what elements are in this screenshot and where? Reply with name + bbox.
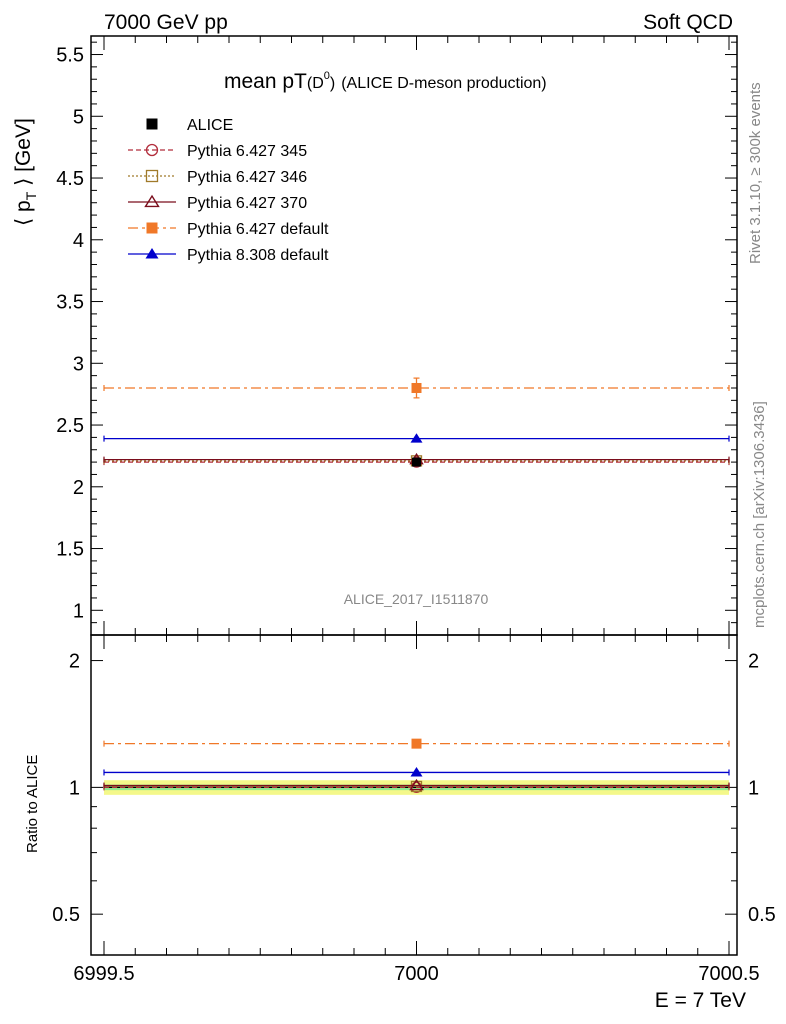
main-series [103,377,730,468]
ratio-y-tick-label-right: 2 [748,651,759,673]
legend-marker-pdef [146,222,158,234]
plot-title-main: mean pT [224,70,307,93]
legend-marker-p370 [144,194,160,208]
plot-title-close: ) [330,75,335,92]
ratio-y-tick-label-right: 1 [748,777,759,799]
main-y-tick-label: 4.5 [56,168,84,190]
legend: ALICE Pythia 6.427 345 Pythia 6.427 346 Pyt… [128,117,329,264]
plot-title: mean pT(D0) (ALICE D-meson production) [224,70,547,93]
ratio-y-tick-label-right: 0.5 [748,904,776,926]
legend-label-alice: ALICE [187,117,233,134]
legend-marker-p346 [145,169,159,183]
x-tick-label: 7000.5 [698,963,759,985]
main-ylabel-sub: T [23,191,39,200]
main-y-tick-label: 3.5 [56,292,84,314]
header-left: 7000 GeV pp [104,11,228,34]
x-axis-label: E = 7 TeV [655,989,746,1012]
legend-marker-p8 [145,248,159,259]
rivet-label: Rivet 3.1.10, ≥ 300k events [747,82,764,264]
legend-label-p345: Pythia 6.427 345 [187,143,307,160]
ratio-y-tick-label-left: 2 [69,651,80,673]
main-ylabel: ⟨ pT ⟩ [GeV] [12,118,39,226]
main-y-tick-label: 1.5 [56,539,84,561]
main-y-tick-label: 2.5 [56,415,84,437]
main-y-tick-label: 5 [73,106,84,128]
ratio-y-tick-label-left: 1 [69,777,80,799]
plot-title-sup: 0 [324,70,330,82]
main-y-tick-label: 2 [73,477,84,499]
main-y-tick-label: 1 [73,600,84,622]
legend-label-pdef: Pythia 6.427 default [187,221,329,238]
x-tick-label: 6999.5 [73,963,134,985]
mcplots-label: mcplots.cern.ch [arXiv:1306.3436] [751,401,768,628]
legend-label-p370: Pythia 6.427 370 [187,195,307,212]
legend-label-p346: Pythia 6.427 346 [187,169,307,186]
axis-ticks [91,36,737,956]
main-ylabel-close: ⟩ [GeV] [12,118,35,192]
ratio-ylabel: Ratio to ALICE [24,755,41,853]
ratio-point-p346 [410,780,423,793]
ratio-point-p8 [410,767,423,777]
main-ylabel-open: ⟨ p [12,200,35,226]
main-y-tick-label: 4 [73,230,84,252]
header-right: Soft QCD [643,11,733,34]
legend-label-p8: Pythia 8.308 default [187,247,329,264]
axis-tick-labels: 1 1.5 2 2.5 3 3.5 4 4.5 5 5.5 0.5 0.5 1 1 2 2 6999.5 7000… [52,45,776,985]
legend-marker-alice [146,118,158,130]
plot-title-detail: (ALICE D-meson production) [341,75,546,92]
ratio-y-tick-label-left: 0.5 [52,904,80,926]
main-y-tick-label: 3 [73,353,84,375]
main-point-pdef [411,382,422,393]
ratio-series [103,738,730,794]
ratio-plot-frame [90,634,738,956]
main-y-tick-label: 5.5 [56,45,84,67]
ratio-point-pdef [411,738,422,749]
main-point-alice [412,457,421,467]
analysis-id: ALICE_2017_I1511870 [344,591,489,607]
ratio-point-p370 [409,778,424,791]
plot-title-sub: (D [307,75,324,92]
main-point-p8 [410,433,423,443]
legend-marker-p345 [145,143,159,157]
x-tick-label: 7000 [394,963,439,985]
